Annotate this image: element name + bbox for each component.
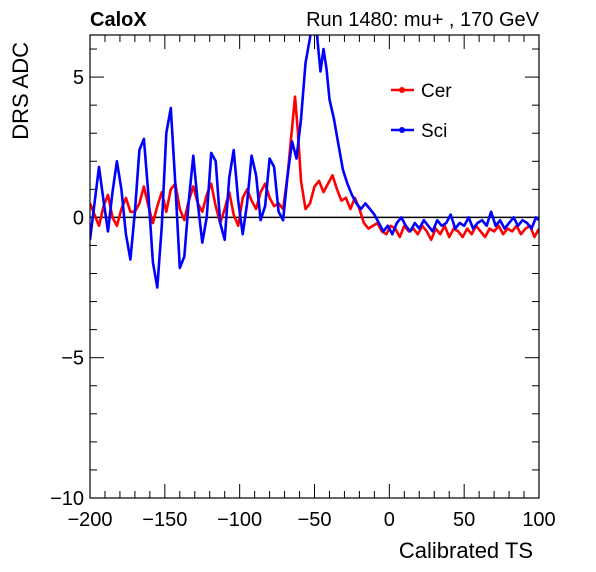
axis-tick-labels: −200 −150 −100 −50 0 50 100−10−505 [50, 67, 556, 531]
y-axis-title: DRS ADC [8, 42, 33, 140]
y-tick-label: −5 [61, 348, 84, 370]
series-line-cer [90, 95, 539, 242]
x-axis-title: Calibrated TS [399, 538, 533, 563]
header-left-label: CaloX [90, 9, 147, 31]
x-tick-label: −50 [298, 509, 332, 531]
legend-marker-sci [399, 127, 405, 133]
legend-marker-cer [399, 87, 405, 93]
x-tick-label: −200 [67, 509, 112, 531]
legend-label-sci: Sci [421, 121, 447, 142]
header-right-label: Run 1480: mu+ , 170 GeV [306, 9, 540, 31]
x-tick-label: −100 [217, 509, 262, 531]
axis-ticks [89, 35, 540, 499]
y-tick-label: 0 [73, 207, 84, 229]
legend: Cer Sci [391, 81, 452, 142]
legend-label-cer: Cer [421, 81, 452, 102]
series-line-sci [90, 35, 539, 289]
y-tick-label: −10 [50, 488, 84, 510]
x-tick-label: 50 [453, 509, 475, 531]
plot-frame [89, 34, 540, 499]
x-tick-label: 0 [384, 509, 395, 531]
x-tick-label: 100 [522, 509, 555, 531]
x-tick-label: −150 [142, 509, 187, 531]
series-group [90, 35, 539, 289]
y-tick-label: 5 [73, 67, 84, 89]
